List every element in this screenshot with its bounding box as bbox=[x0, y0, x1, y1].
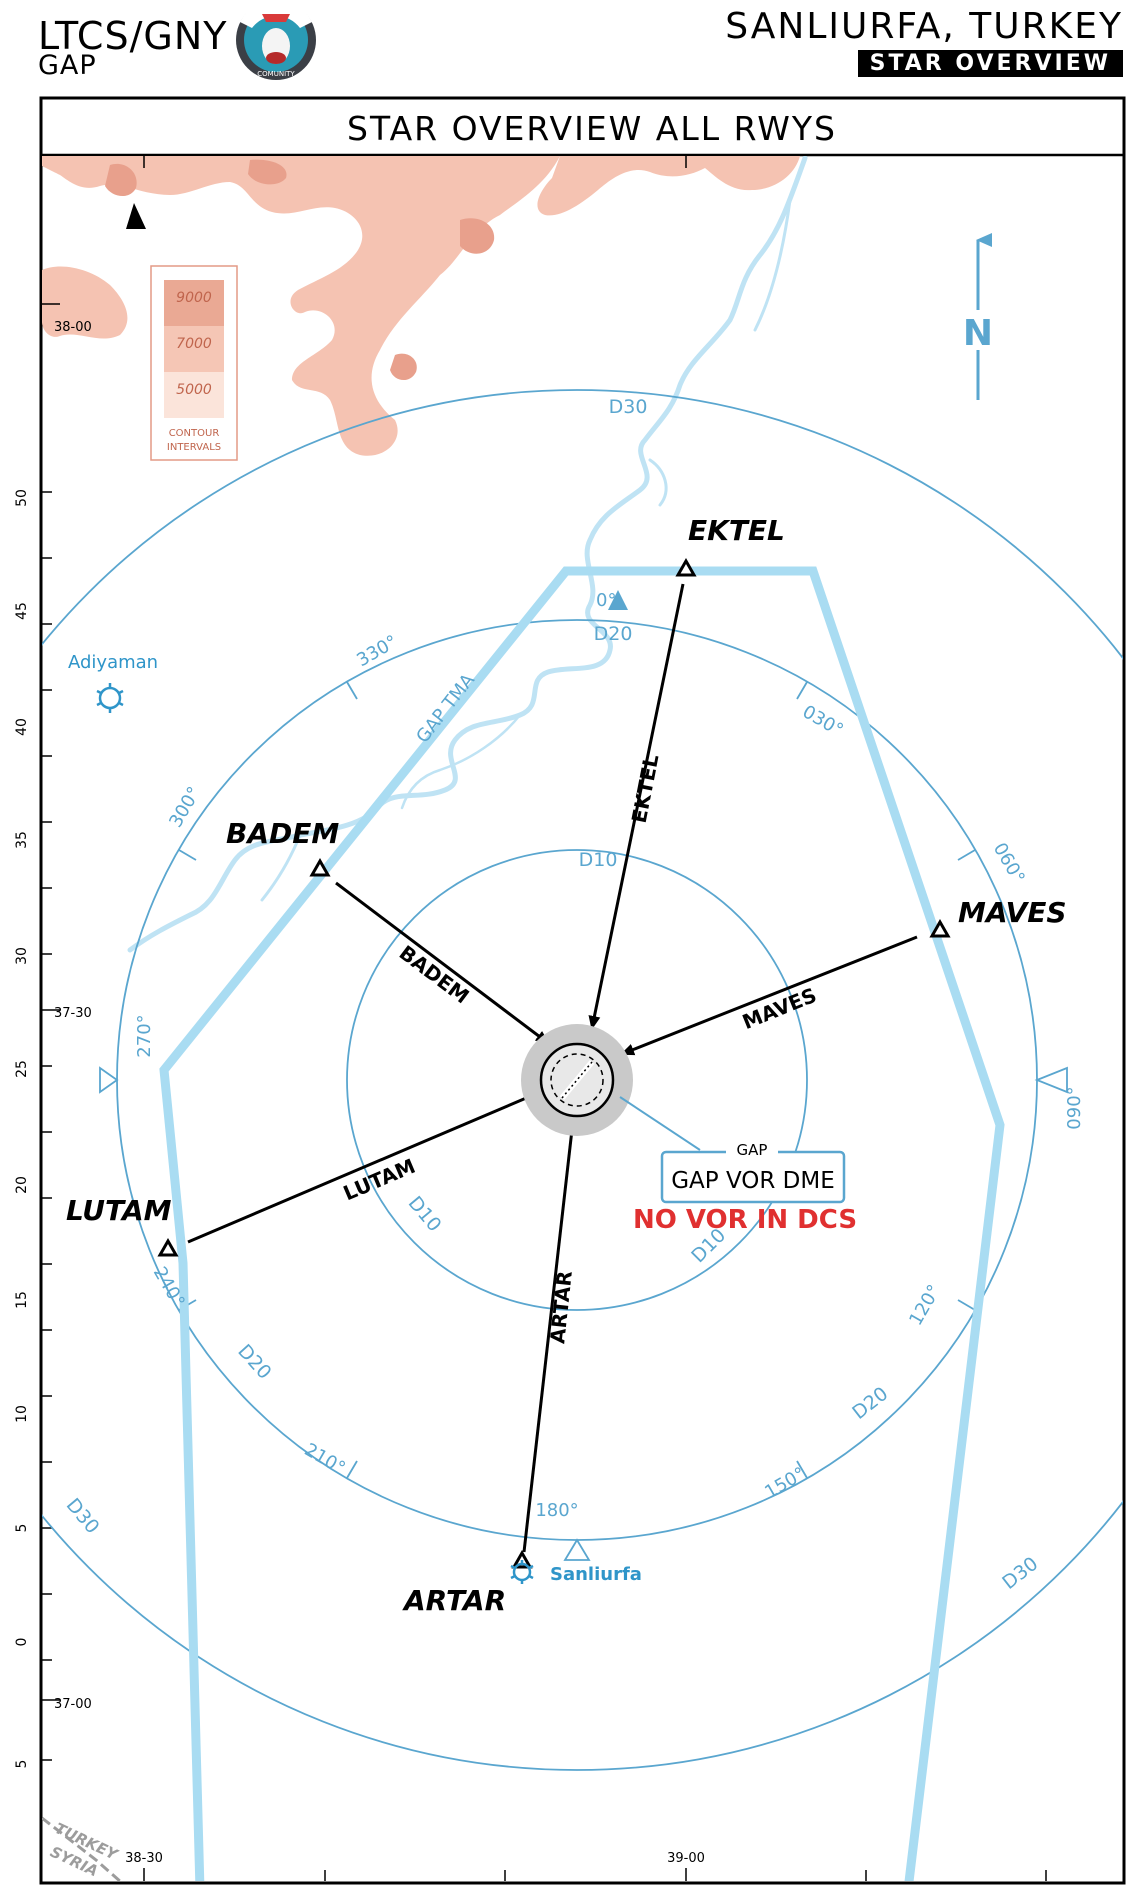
fix-badem-symbol bbox=[309, 857, 331, 877]
gap-tma-boundary bbox=[159, 566, 1005, 1881]
graticule bbox=[42, 156, 1047, 1881]
fix-maves-symbol bbox=[929, 918, 951, 938]
ring-label-d30-se: D30 bbox=[998, 1553, 1042, 1594]
town-adiyaman: Adiyaman bbox=[68, 652, 158, 673]
fix-label-maves: MAVES bbox=[958, 896, 1067, 929]
chart-type-tag: STAR OVERVIEW bbox=[857, 50, 1123, 77]
legend-label-2: INTERVALS bbox=[167, 442, 221, 453]
fix-ektel-symbol bbox=[675, 557, 697, 577]
route-line-badem bbox=[335, 881, 550, 1045]
bearing-120: 120° bbox=[905, 1281, 945, 1329]
minute-tick-4: 30 bbox=[14, 947, 30, 965]
airport-name: GAP bbox=[38, 50, 97, 81]
minute-tick-7: 15 bbox=[14, 1291, 30, 1309]
ring-d30 bbox=[42, 389, 1123, 1771]
bearing-300: 300° bbox=[165, 783, 205, 831]
lon-label-3830: 38-30 bbox=[125, 1851, 163, 1866]
vor-dme-symbol bbox=[521, 1024, 633, 1136]
minute-tick-8: 10 bbox=[14, 1405, 30, 1423]
bearing-180: 180° bbox=[535, 1500, 578, 1521]
navaid-name: GAP VOR DME bbox=[671, 1168, 835, 1194]
minute-tick-5: 25 bbox=[14, 1060, 30, 1078]
chart-frame bbox=[39, 96, 1126, 1885]
minute-tick-3: 35 bbox=[14, 831, 30, 849]
national-border bbox=[42, 1816, 123, 1881]
terrain-arrow-icon bbox=[126, 203, 146, 229]
route-line-artar bbox=[522, 1110, 579, 1553]
route-label-badem: BADEM bbox=[395, 940, 474, 1008]
lat-label-3800: 38-00 bbox=[54, 320, 92, 335]
navaid-ident: GAP bbox=[737, 1141, 768, 1159]
navaid-leader bbox=[619, 1096, 701, 1151]
legend-level-5000: 5000 bbox=[176, 382, 212, 398]
fix-lutam-symbol bbox=[157, 1237, 179, 1257]
legend-label-1: CONTOUR bbox=[169, 428, 220, 439]
ring-label-d30-sw: D30 bbox=[62, 1494, 104, 1538]
town-symbols bbox=[96, 683, 534, 1584]
adiyaman-airport-icon bbox=[98, 686, 122, 710]
minute-tick-2: 40 bbox=[14, 718, 30, 736]
ring-label-d30-north: D30 bbox=[609, 396, 648, 418]
north-arrow: N bbox=[963, 233, 993, 400]
fix-label-ektel: EKTEL bbox=[688, 514, 785, 547]
minute-tick-10: 0 bbox=[14, 1638, 30, 1647]
bearing-000: 0° bbox=[596, 590, 616, 611]
terrain-contours bbox=[42, 156, 800, 456]
route-line-maves bbox=[620, 935, 918, 1056]
bearing-270: 270° bbox=[134, 1014, 155, 1057]
legend-level-7000: 7000 bbox=[176, 336, 212, 352]
ring-label-d20-north: D20 bbox=[594, 623, 633, 645]
route-line-lutam bbox=[187, 1088, 547, 1244]
lon-label-3900: 39-00 bbox=[667, 1851, 705, 1866]
route-label-artar: ARTAR bbox=[545, 1270, 576, 1345]
minute-tick-1: 45 bbox=[14, 602, 30, 620]
north-label: N bbox=[963, 313, 993, 354]
ring-label-d20-sw: D20 bbox=[233, 1340, 275, 1384]
fix-label-artar: ARTAR bbox=[402, 1584, 506, 1617]
bearing-150: 150° bbox=[761, 1463, 809, 1503]
airport-ident: LTCS/GNY bbox=[38, 14, 228, 58]
lat-label-3730: 37-30 bbox=[54, 1006, 92, 1021]
rivers bbox=[127, 156, 808, 953]
bearing-030: 030° bbox=[799, 701, 847, 741]
bearing-210: 210° bbox=[301, 1439, 349, 1479]
minute-tick-11: 5 bbox=[14, 1760, 30, 1769]
logo-text: COMUNITY bbox=[257, 70, 295, 78]
peak-marker bbox=[608, 590, 628, 610]
tma-label: GAP TMA bbox=[412, 669, 479, 747]
minute-tick-9: 5 bbox=[14, 1524, 30, 1533]
ring-label-d10-sw: D10 bbox=[404, 1192, 446, 1236]
ring-d10 bbox=[346, 849, 808, 1311]
town-sanliurfa: Sanliurfa bbox=[550, 1564, 642, 1585]
minute-tick-6: 20 bbox=[14, 1176, 30, 1194]
legend-level-9000: 9000 bbox=[176, 290, 212, 306]
contour-legend: 9000 7000 5000 CONTOUR INTERVALS bbox=[150, 265, 238, 461]
cardinal-markers bbox=[99, 1066, 1068, 1561]
ring-label-d20-se: D20 bbox=[848, 1383, 892, 1424]
fix-symbols bbox=[157, 557, 951, 1569]
bearing-090: 090° bbox=[1064, 1086, 1085, 1129]
minute-tick-0: 50 bbox=[14, 489, 30, 507]
community-logo: COMUNITY bbox=[236, 0, 316, 80]
chart-location: SANLIURFA, TURKEY bbox=[725, 6, 1123, 47]
navaid-note: NO VOR IN DCS bbox=[633, 1205, 857, 1235]
fix-label-badem: BADEM bbox=[226, 817, 339, 850]
chart-title: STAR OVERVIEW ALL RWYS bbox=[347, 109, 837, 148]
navaid-label-box: GAP GAP VOR DME bbox=[660, 1138, 846, 1204]
ring-label-d10-north: D10 bbox=[579, 849, 618, 871]
bearing-060: 060° bbox=[989, 839, 1029, 887]
star-routes bbox=[187, 583, 918, 1553]
route-line-ektel bbox=[588, 583, 685, 1030]
fix-label-lutam: LUTAM bbox=[66, 1194, 172, 1227]
lat-label-3700: 37-00 bbox=[54, 1697, 92, 1712]
route-label-ektel: EKTEL bbox=[627, 752, 664, 825]
